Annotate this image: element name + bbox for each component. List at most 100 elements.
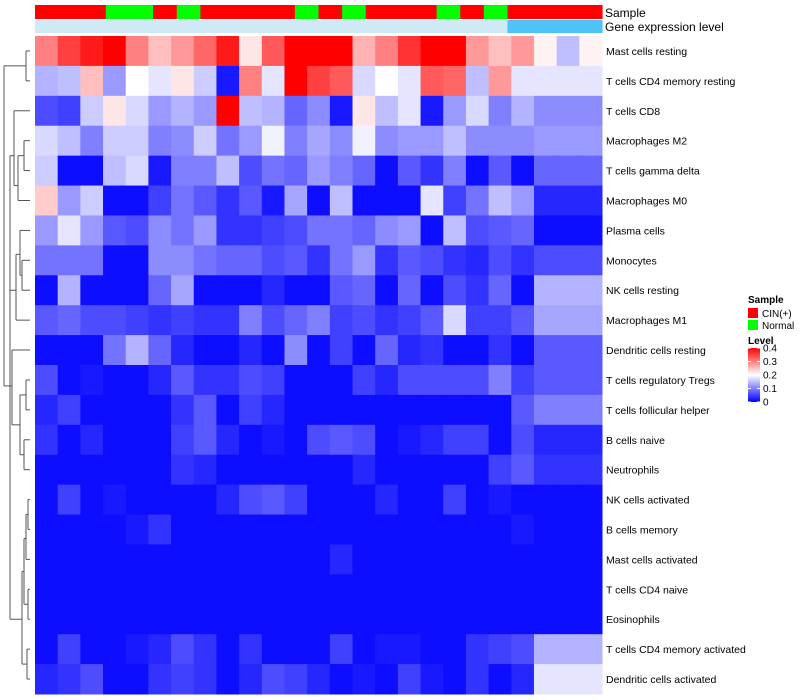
heatmap-cell <box>556 335 580 366</box>
heatmap-cell <box>57 574 81 605</box>
heatmap-cell <box>80 245 104 276</box>
heatmap-cell <box>420 604 444 635</box>
heatmap-cell <box>80 65 104 97</box>
heatmap-cell <box>307 335 331 366</box>
heatmap-cell <box>57 454 81 486</box>
heatmap-cell <box>465 155 490 187</box>
heatmap-cell <box>511 574 535 605</box>
heatmap-cell <box>488 36 512 67</box>
heatmap-cell <box>579 394 603 426</box>
heatmap-cell <box>103 604 127 635</box>
heatmap-cell <box>80 634 104 665</box>
annotation-cell <box>413 20 438 33</box>
heatmap-cell <box>397 454 422 486</box>
heatmap-cell <box>488 335 512 366</box>
heatmap-cell <box>556 65 580 97</box>
heatmap-cell <box>239 95 263 127</box>
heatmap-cell <box>171 125 195 157</box>
heatmap-cell <box>239 125 263 157</box>
heatmap-cell <box>103 664 127 695</box>
heatmap-cell <box>103 125 127 157</box>
heatmap-cell <box>420 305 444 336</box>
heatmap-cell <box>261 574 285 605</box>
heatmap-cell <box>125 634 149 665</box>
heatmap-cell <box>307 36 331 67</box>
heatmap-cell <box>420 65 444 97</box>
heatmap-cell <box>80 365 104 396</box>
heatmap-cell <box>103 215 127 246</box>
heatmap-cell <box>533 424 558 456</box>
row-label: Macrophages M2 <box>606 136 687 148</box>
heatmap-cell <box>443 65 467 97</box>
heatmap-cell <box>375 454 399 486</box>
heatmap-cell <box>216 215 240 246</box>
row-label: NK cells activated <box>606 495 690 507</box>
heatmap-cell <box>57 185 81 216</box>
heatmap-cell <box>511 454 535 486</box>
heatmap-cell <box>148 424 172 456</box>
heatmap-cell <box>35 305 59 336</box>
heatmap-cell <box>171 454 195 486</box>
heatmap-cell <box>80 424 104 456</box>
heatmap-cell <box>193 275 217 306</box>
heatmap-cell <box>216 664 240 695</box>
heatmap-cell <box>511 484 535 516</box>
heatmap-cell <box>261 185 285 216</box>
heatmap-cell <box>511 36 535 67</box>
heatmap-cell <box>57 305 81 336</box>
heatmap-cell <box>488 484 512 516</box>
heatmap-cell <box>397 36 422 67</box>
heatmap-cell <box>488 245 512 276</box>
heatmap-cell <box>329 335 354 366</box>
heatmap-cell <box>307 454 331 486</box>
heatmap-cell <box>329 544 354 575</box>
heatmap-cell <box>307 365 331 396</box>
heatmap-cell <box>307 604 331 635</box>
heatmap-cell <box>148 634 172 665</box>
heatmap-cell <box>284 36 308 67</box>
heatmap-cell <box>329 365 354 396</box>
heatmap-cell <box>239 394 263 426</box>
heatmap-cell <box>171 365 195 396</box>
heatmap-cell <box>35 574 59 605</box>
row-label: Mast cells resting <box>606 46 687 58</box>
heatmap-cell <box>239 574 263 605</box>
heatmap-cell <box>148 664 172 695</box>
heatmap-cell <box>57 604 81 635</box>
sample-legend: Sample CIN(+)Normal <box>748 295 794 332</box>
heatmap-cell <box>375 544 399 575</box>
heatmap-cell <box>148 544 172 575</box>
heatmap-cell <box>579 454 603 486</box>
heatmap-cell <box>420 574 444 605</box>
heatmap-cell <box>57 95 81 127</box>
heatmap-cell <box>511 305 535 336</box>
heatmap-cell <box>284 484 308 516</box>
heatmap-cell <box>125 484 149 516</box>
heatmap-cell <box>125 155 149 187</box>
heatmap-cell <box>216 185 240 216</box>
heatmap-cell <box>216 365 240 396</box>
heatmap-cell <box>397 394 422 426</box>
heatmap-cell <box>307 394 331 426</box>
heatmap-cell <box>57 365 81 396</box>
heatmap-cell <box>148 95 172 127</box>
heatmap-cell <box>329 604 354 635</box>
heatmap-cell <box>533 305 558 336</box>
heatmap-cell <box>511 275 535 306</box>
sample-legend-swatch <box>748 308 758 318</box>
annotation-cell <box>200 5 225 19</box>
heatmap-cell <box>284 65 308 97</box>
row-label: T cells follicular helper <box>606 405 710 417</box>
heatmap-cell <box>125 394 149 426</box>
heatmap-cell <box>148 394 172 426</box>
heatmap-cell <box>307 215 331 246</box>
heatmap-cell <box>443 335 467 366</box>
heatmap-cell <box>352 664 376 695</box>
annotation-cell <box>176 20 201 33</box>
heatmap-cell <box>171 95 195 127</box>
heatmap-cell <box>375 604 399 635</box>
heatmap-cell <box>443 514 467 545</box>
heatmap-cell <box>284 544 308 575</box>
heatmap-cell <box>239 305 263 336</box>
